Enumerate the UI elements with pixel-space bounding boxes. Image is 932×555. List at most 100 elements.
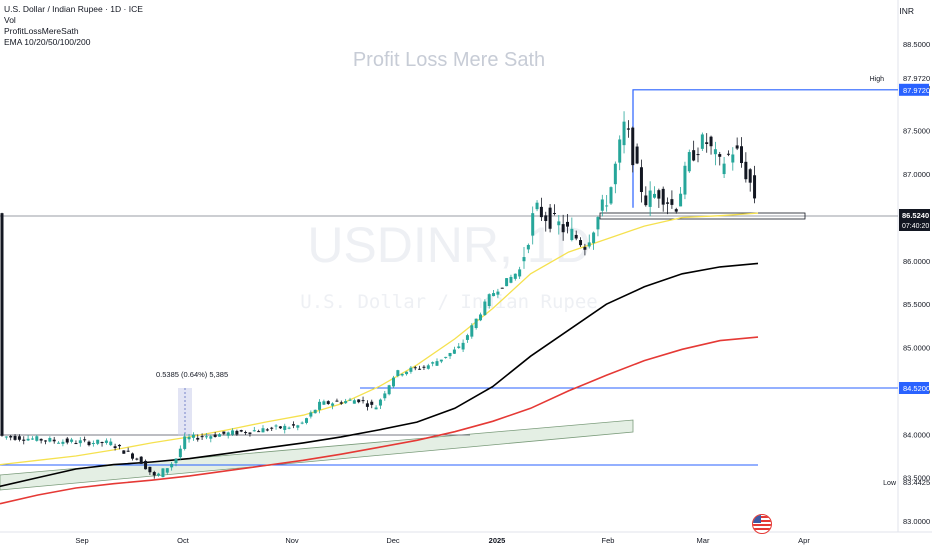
candle-body-72[interactable] bbox=[313, 409, 317, 414]
candle-body-107[interactable] bbox=[465, 335, 469, 340]
candle-body-21[interactable] bbox=[91, 443, 95, 445]
candle-body-27[interactable] bbox=[117, 444, 121, 447]
candle-body-141[interactable] bbox=[613, 163, 617, 185]
candle-body-113[interactable] bbox=[492, 293, 496, 297]
candle-body-74[interactable] bbox=[322, 401, 326, 405]
candle-body-2[interactable] bbox=[9, 436, 13, 438]
candle-body-154[interactable] bbox=[670, 199, 674, 205]
candle-body-43[interactable] bbox=[187, 436, 191, 440]
candle-body-58[interactable] bbox=[252, 430, 256, 432]
candle-body-52[interactable] bbox=[226, 432, 230, 436]
candle-body-104[interactable] bbox=[452, 349, 456, 354]
candle-body-120[interactable] bbox=[522, 257, 526, 262]
candle-body-0[interactable] bbox=[0, 213, 4, 436]
symbol-title[interactable]: U.S. Dollar / Indian Rupee · 1D · ICE bbox=[4, 4, 143, 14]
candle-body-16[interactable] bbox=[70, 439, 74, 442]
candle-body-50[interactable] bbox=[218, 434, 221, 437]
candle-body-118[interactable] bbox=[513, 273, 517, 279]
measure-annotation[interactable]: 0.5385 (0.64%) 5,385 bbox=[156, 370, 228, 379]
candle-body-145[interactable] bbox=[631, 127, 635, 166]
candle-body-77[interactable] bbox=[335, 400, 339, 402]
candle-body-49[interactable] bbox=[213, 434, 217, 437]
candle-body-166[interactable] bbox=[722, 163, 726, 175]
candle-body-173[interactable] bbox=[753, 175, 757, 199]
candle-body-6[interactable] bbox=[26, 438, 30, 441]
candle-body-46[interactable] bbox=[200, 436, 204, 438]
candle-body-136[interactable] bbox=[592, 232, 596, 244]
candle-body-70[interactable] bbox=[305, 418, 308, 423]
candle-body-162[interactable] bbox=[705, 142, 709, 144]
candle-body-153[interactable] bbox=[666, 202, 670, 204]
candle-body-87[interactable] bbox=[378, 399, 382, 406]
candle-body-11[interactable] bbox=[48, 437, 52, 442]
candle-body-34[interactable] bbox=[148, 466, 152, 473]
candle-body-160[interactable] bbox=[696, 154, 700, 156]
candle-body-105[interactable] bbox=[457, 346, 461, 348]
candle-body-124[interactable] bbox=[539, 206, 543, 218]
candle-body-3[interactable] bbox=[13, 435, 17, 440]
candle-body-88[interactable] bbox=[383, 393, 387, 399]
candle-body-96[interactable] bbox=[418, 368, 422, 370]
candle-body-106[interactable] bbox=[461, 342, 465, 350]
candle-body-25[interactable] bbox=[109, 441, 113, 446]
candle-body-161[interactable] bbox=[700, 134, 704, 149]
candle-body-119[interactable] bbox=[518, 269, 522, 277]
volume-indicator-label[interactable]: Vol bbox=[4, 15, 16, 25]
candle-body-151[interactable] bbox=[657, 190, 661, 199]
candle-body-37[interactable] bbox=[161, 468, 165, 478]
candle-body-29[interactable] bbox=[126, 450, 130, 452]
candle-body-69[interactable] bbox=[300, 422, 304, 424]
candle-body-31[interactable] bbox=[135, 458, 139, 460]
ema-yellow-line[interactable] bbox=[0, 212, 759, 466]
candle-body-1[interactable] bbox=[4, 436, 8, 438]
candle-body-155[interactable] bbox=[674, 209, 678, 212]
candle-body-163[interactable] bbox=[709, 136, 713, 147]
candle-body-143[interactable] bbox=[622, 121, 626, 146]
candle-body-170[interactable] bbox=[740, 146, 743, 164]
candle-body-134[interactable] bbox=[583, 247, 587, 250]
candle-body-79[interactable] bbox=[344, 401, 348, 404]
candle-body-112[interactable] bbox=[487, 294, 491, 307]
candle-body-78[interactable] bbox=[339, 402, 343, 404]
ema-black-line[interactable] bbox=[0, 262, 759, 488]
candle-body-100[interactable] bbox=[435, 361, 439, 366]
candle-body-67[interactable] bbox=[291, 424, 295, 426]
candle-body-93[interactable] bbox=[405, 371, 409, 375]
candle-body-35[interactable] bbox=[152, 472, 156, 476]
candle-body-94[interactable] bbox=[409, 367, 413, 372]
candle-body-22[interactable] bbox=[96, 439, 100, 444]
candle-body-114[interactable] bbox=[496, 291, 500, 295]
custom-indicator-label[interactable]: ProfitLossMereSath bbox=[4, 26, 79, 36]
candle-body-56[interactable] bbox=[244, 432, 248, 434]
candle-body-18[interactable] bbox=[78, 440, 82, 444]
candle-body-86[interactable] bbox=[374, 407, 378, 410]
high-level-line[interactable] bbox=[632, 89, 898, 208]
candle-body-85[interactable] bbox=[370, 401, 374, 405]
candle-body-123[interactable] bbox=[535, 202, 539, 210]
candle-body-83[interactable] bbox=[361, 400, 365, 402]
candle-body-28[interactable] bbox=[122, 450, 126, 454]
candle-body-149[interactable] bbox=[648, 190, 652, 207]
candle-body-41[interactable] bbox=[178, 448, 182, 458]
candle-body-47[interactable] bbox=[204, 436, 208, 438]
ema-red-line[interactable] bbox=[0, 336, 759, 505]
candle-body-97[interactable] bbox=[422, 366, 426, 368]
candle-body-164[interactable] bbox=[713, 149, 717, 155]
candle-body-73[interactable] bbox=[318, 401, 322, 410]
candle-body-122[interactable] bbox=[531, 213, 535, 236]
candle-body-82[interactable] bbox=[357, 399, 361, 403]
candle-body-40[interactable] bbox=[174, 458, 178, 464]
candle-body-128[interactable] bbox=[557, 221, 561, 226]
candle-body-116[interactable] bbox=[505, 278, 509, 287]
candle-body-130[interactable] bbox=[566, 221, 569, 227]
candle-body-33[interactable] bbox=[144, 460, 148, 470]
candle-body-61[interactable] bbox=[265, 429, 269, 431]
candle-body-115[interactable] bbox=[500, 287, 504, 289]
candle-body-30[interactable] bbox=[131, 453, 134, 459]
candle-body-4[interactable] bbox=[17, 436, 21, 440]
candle-body-129[interactable] bbox=[561, 224, 565, 233]
candle-body-90[interactable] bbox=[392, 377, 395, 387]
candle-body-10[interactable] bbox=[44, 440, 47, 442]
